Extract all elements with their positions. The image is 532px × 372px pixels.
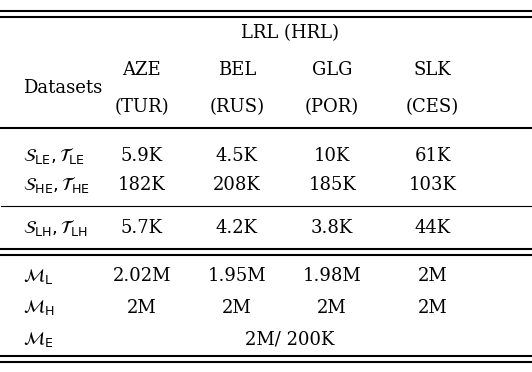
Text: 61K: 61K [414,147,451,166]
Text: 185K: 185K [308,176,356,194]
Text: 103K: 103K [409,176,456,194]
Text: 2M: 2M [222,299,252,317]
Text: Datasets: Datasets [22,79,102,97]
Text: 4.5K: 4.5K [216,147,258,166]
Text: 208K: 208K [213,176,261,194]
Text: 4.2K: 4.2K [216,219,258,237]
Text: GLG: GLG [312,61,352,79]
Text: 2M: 2M [127,299,156,317]
Text: 2M: 2M [317,299,347,317]
Text: $\mathcal{M}_{\mathrm{H}}$: $\mathcal{M}_{\mathrm{H}}$ [22,298,54,317]
Text: 182K: 182K [118,176,165,194]
Text: LRL (HRL): LRL (HRL) [241,24,339,42]
Text: 1.98M: 1.98M [303,267,362,285]
Text: 10K: 10K [314,147,351,166]
Text: (TUR): (TUR) [114,97,169,116]
Text: (CES): (CES) [406,97,459,116]
Text: $\mathcal{S}_{\mathrm{HE}},\mathcal{T}_{\mathrm{HE}}$: $\mathcal{S}_{\mathrm{HE}},\mathcal{T}_{… [22,175,89,195]
Text: 5.9K: 5.9K [121,147,163,166]
Text: 44K: 44K [414,219,451,237]
Text: 3.8K: 3.8K [311,219,353,237]
Text: 2.02M: 2.02M [112,267,171,285]
Text: 1.95M: 1.95M [207,267,266,285]
Text: $\mathcal{M}_{\mathrm{L}}$: $\mathcal{M}_{\mathrm{L}}$ [22,267,53,286]
Text: (POR): (POR) [305,97,359,116]
Text: $\mathcal{S}_{\mathrm{LH}},\mathcal{T}_{\mathrm{LH}}$: $\mathcal{S}_{\mathrm{LH}},\mathcal{T}_{… [22,218,87,238]
Text: 2M: 2M [418,267,447,285]
Text: 2M/ 200K: 2M/ 200K [245,330,335,348]
Text: 5.7K: 5.7K [121,219,163,237]
Text: (RUS): (RUS) [209,97,264,116]
Text: $\mathcal{M}_{\mathrm{E}}$: $\mathcal{M}_{\mathrm{E}}$ [22,330,53,349]
Text: $\mathcal{S}_{\mathrm{LE}},\mathcal{T}_{\mathrm{LE}}$: $\mathcal{S}_{\mathrm{LE}},\mathcal{T}_{… [22,147,85,166]
Text: AZE: AZE [122,61,161,79]
Text: BEL: BEL [218,61,256,79]
Text: SLK: SLK [414,61,452,79]
Text: 2M: 2M [418,299,447,317]
